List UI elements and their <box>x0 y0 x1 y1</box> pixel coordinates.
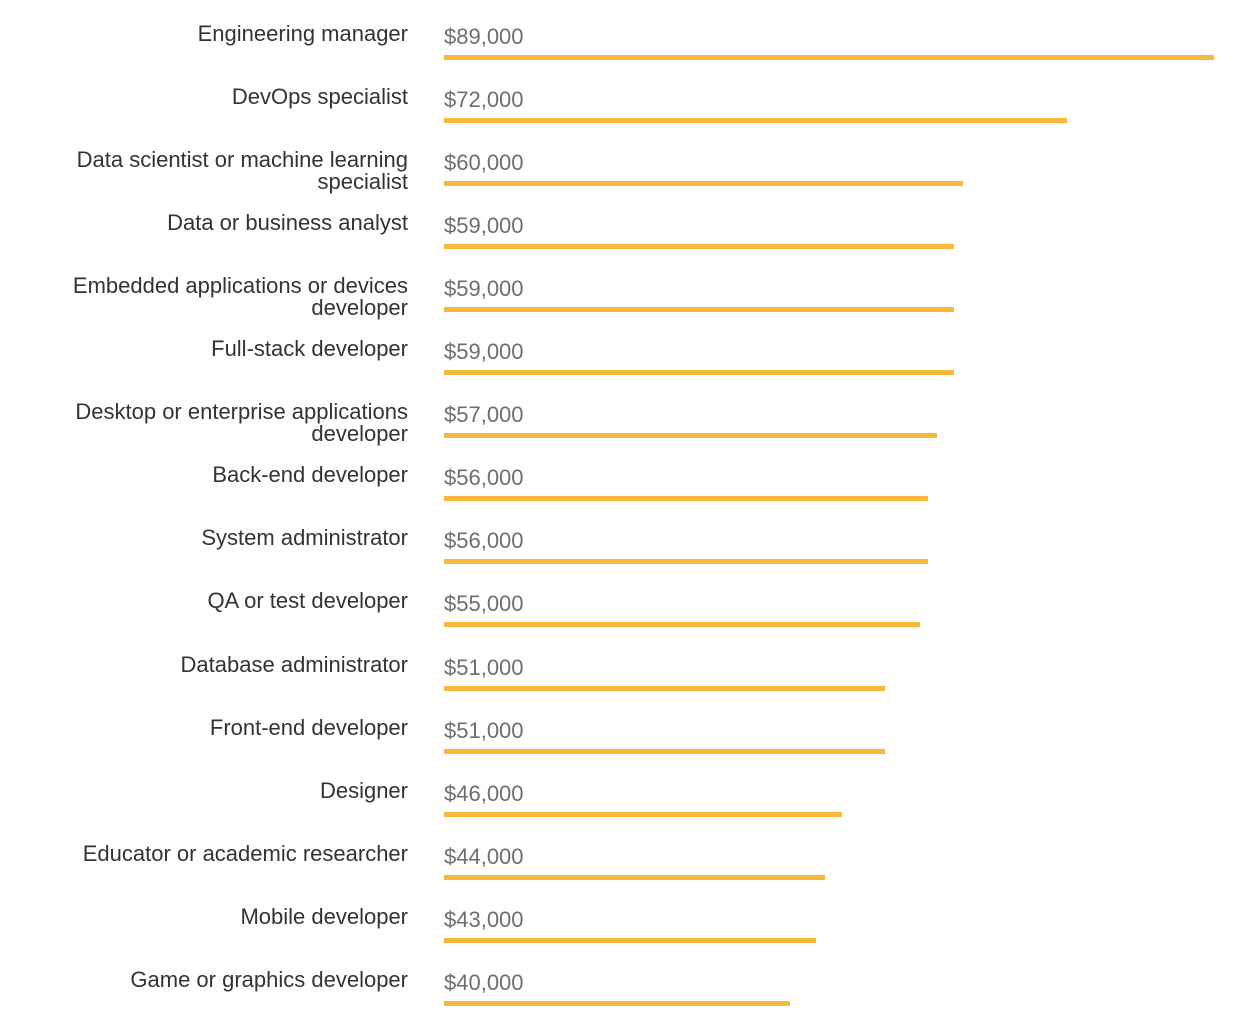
category-label: Engineering manager <box>197 21 408 46</box>
bar-row: QA or test developer $55,000 <box>0 590 1242 653</box>
category-label: QA or test developer <box>207 588 408 614</box>
bar <box>444 748 886 754</box>
bar-row: Engineering manager $89,000 <box>0 23 1242 86</box>
category-label: Back-end developer <box>212 462 408 488</box>
bar-row: Mobile developer $43,000 <box>0 903 1242 969</box>
bar <box>444 685 886 691</box>
category-label: System administrator <box>201 525 408 551</box>
bar-row: Designer $46,000 <box>0 777 1242 843</box>
value-label: $60,000 <box>444 150 524 176</box>
value-label: $57,000 <box>444 402 524 428</box>
value-label: $43,000 <box>444 906 524 932</box>
bar <box>444 937 817 943</box>
category-label: Mobile developer <box>240 903 408 929</box>
category-label: Data scientist or machine learning speci… <box>76 147 408 195</box>
category-label: Embedded applications or devices develop… <box>72 273 408 321</box>
bar-row: Desktop or enterprise applications devel… <box>0 401 1242 464</box>
value-label: $51,000 <box>444 717 524 743</box>
bar-row: System administrator $56,000 <box>0 527 1242 590</box>
bar-row: Full-stack developer $59,000 <box>0 338 1242 401</box>
value-label: $59,000 <box>444 339 524 365</box>
bar-row: DevOps specialist $72,000 <box>0 86 1242 149</box>
category-label: Educator or academic researcher <box>82 840 408 866</box>
bar <box>444 55 1214 60</box>
value-label: $59,000 <box>444 276 524 302</box>
bar <box>444 181 964 187</box>
bar-row: Data scientist or machine learning speci… <box>0 149 1242 212</box>
bar <box>444 370 955 376</box>
bar <box>444 244 955 250</box>
value-label: $44,000 <box>444 843 524 869</box>
category-label: Front-end developer <box>209 714 408 740</box>
bar <box>444 118 1067 124</box>
value-label: $59,000 <box>444 213 524 239</box>
bar-row: Front-end developer $51,000 <box>0 714 1242 780</box>
value-label: $56,000 <box>444 465 524 491</box>
bar-row: Embedded applications or devices develop… <box>0 275 1242 338</box>
value-label: $51,000 <box>444 654 524 680</box>
category-label: Desktop or enterprise applications devel… <box>75 399 408 447</box>
bar-row: Educator or academic researcher $44,000 <box>0 840 1242 906</box>
value-label: $55,000 <box>444 591 524 617</box>
bar <box>444 811 842 817</box>
category-label: Full-stack developer <box>211 336 408 362</box>
bar <box>444 874 825 880</box>
value-label: $46,000 <box>444 780 524 806</box>
bar-row: Back-end developer $56,000 <box>0 464 1242 527</box>
bar <box>444 1000 791 1006</box>
value-label: $56,000 <box>444 528 524 554</box>
value-label: $89,000 <box>444 24 524 49</box>
value-label: $72,000 <box>444 87 524 113</box>
category-label: Game or graphics developer <box>130 966 408 992</box>
bar <box>444 433 938 439</box>
value-label: $40,000 <box>444 969 524 995</box>
category-label: Database administrator <box>180 651 408 677</box>
bar <box>444 622 920 628</box>
bar-row: Game or graphics developer $40,000 <box>0 966 1242 1032</box>
bar-row: Data or business analyst $59,000 <box>0 212 1242 275</box>
bar <box>444 559 929 565</box>
bar <box>444 496 929 502</box>
bar <box>444 307 955 313</box>
category-label: Data or business analyst <box>167 210 408 236</box>
bar-row: Database administrator $51,000 <box>0 651 1242 717</box>
category-label: Designer <box>319 777 408 803</box>
category-label: DevOps specialist <box>231 84 408 110</box>
